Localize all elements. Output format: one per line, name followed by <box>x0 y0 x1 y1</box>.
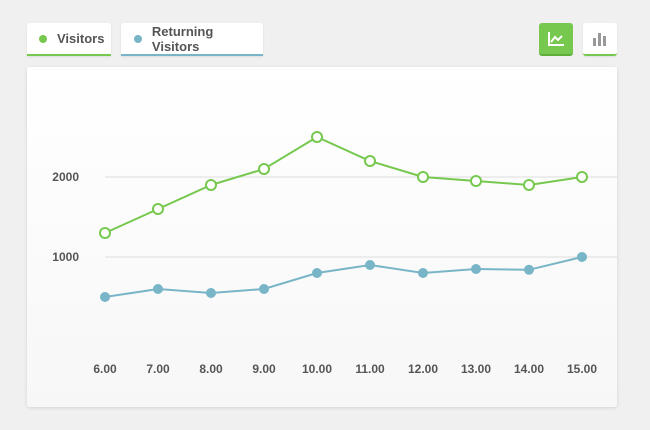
chart-panel: 1000 2000 6.00 7.00 8.00 9.00 10.00 11.00 12.00 1… <box>27 67 617 407</box>
returning-visitors-series-line <box>104 256 583 298</box>
visitors-data-point <box>311 131 323 143</box>
y-tick-label: 2000 <box>52 170 79 184</box>
returning-visitors-legend-dot <box>134 34 142 43</box>
visitors-data-point <box>152 203 164 215</box>
visitors-data-point <box>576 171 588 183</box>
visitors-series-line <box>104 135 583 234</box>
x-tick-label: 10.00 <box>302 362 332 376</box>
returning-visitors-data-point <box>365 260 375 270</box>
x-tick-label: 11.00 <box>355 362 385 376</box>
line-chart-icon <box>548 31 564 46</box>
visitors-legend-dot <box>39 34 47 43</box>
tab-visitors-label: Visitors <box>57 31 105 46</box>
returning-visitors-data-point <box>100 292 110 302</box>
returning-visitors-data-point <box>153 284 163 294</box>
x-tick-label: 13.00 <box>461 362 491 376</box>
tab-returning-visitors[interactable]: Returning Visitors <box>121 23 263 56</box>
x-tick-label: 6.00 <box>93 362 117 376</box>
visitors-data-point <box>99 227 111 239</box>
visitors-data-point <box>417 171 429 183</box>
visitors-data-point <box>470 175 482 187</box>
bar-chart-icon <box>593 32 606 46</box>
returning-visitors-data-point <box>312 268 322 278</box>
visitors-data-point <box>364 155 376 167</box>
returning-visitors-data-point <box>259 284 269 294</box>
x-tick-label: 8.00 <box>199 362 223 376</box>
y-tick-label: 1000 <box>52 250 79 264</box>
x-tick-label: 7.00 <box>146 362 170 376</box>
x-tick-label: 14.00 <box>514 362 544 376</box>
visitors-data-point <box>258 163 270 175</box>
x-tick-label: 9.00 <box>252 362 276 376</box>
line-chart-button[interactable] <box>539 23 573 56</box>
tab-visitors[interactable]: Visitors <box>27 23 111 56</box>
returning-visitors-data-point <box>206 288 216 298</box>
returning-visitors-data-point <box>577 252 587 262</box>
returning-visitors-data-point <box>524 264 534 275</box>
x-tick-label: 12.00 <box>408 362 438 376</box>
returning-visitors-data-point <box>471 264 481 274</box>
x-tick-label: 15.00 <box>567 362 597 376</box>
visitors-data-point <box>523 179 535 191</box>
visitors-data-point <box>205 179 217 191</box>
line-chart: 1000 2000 6.00 7.00 8.00 9.00 10.00 11.00 12.00 1… <box>52 131 617 376</box>
returning-visitors-data-point <box>418 268 428 278</box>
tab-returning-visitors-label: Returning Visitors <box>151 23 214 54</box>
bar-chart-button[interactable] <box>583 23 617 56</box>
